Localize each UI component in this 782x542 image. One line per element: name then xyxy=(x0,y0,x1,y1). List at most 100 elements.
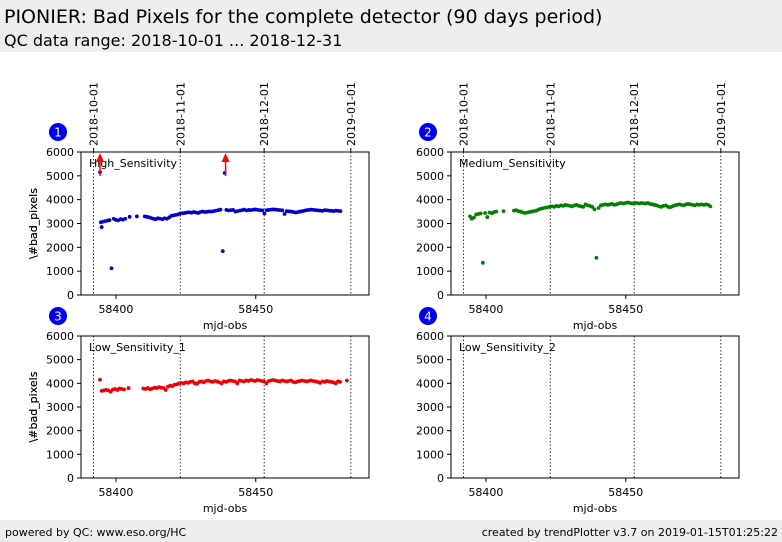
panel-badge xyxy=(419,123,437,141)
y-tick-label: 2000 xyxy=(416,241,444,254)
data-point xyxy=(220,249,225,254)
data-point xyxy=(483,211,488,215)
y-tick-label: 6000 xyxy=(416,146,444,159)
data-point xyxy=(107,218,112,223)
panel-2: 0 1000 2000 3000 4000 5000 6000 58400 58450 2018-… xyxy=(27,82,740,332)
x-tick-label: 58400 xyxy=(468,486,503,499)
data-point xyxy=(472,215,476,220)
outlier-arrowhead xyxy=(96,153,105,162)
panel-badge-number: 4 xyxy=(424,310,432,324)
x-tick-label: 58450 xyxy=(238,303,273,316)
y-tick-label: 2000 xyxy=(46,425,74,438)
x-tick-label: 58450 xyxy=(608,303,643,316)
data-point xyxy=(594,255,599,260)
data-point xyxy=(592,207,597,212)
panel-badge-number: 1 xyxy=(54,126,62,140)
footer-created-by: created by trendPlotter v3.7 on 2019-01-… xyxy=(481,526,778,539)
data-point xyxy=(126,386,131,390)
series-label: Low_Sensitivity_2 xyxy=(459,341,556,354)
data-point xyxy=(99,225,104,229)
y-tick-label: 0 xyxy=(67,472,74,485)
y-tick-label: 2000 xyxy=(416,425,444,438)
footer-bar: powered by QC: www.eso.org/HC created by… xyxy=(0,520,782,542)
data-point xyxy=(260,208,265,213)
y-tick-label: 2000 xyxy=(46,241,74,254)
plot-frame xyxy=(80,335,370,479)
data-point xyxy=(122,387,126,392)
y-tick-label: 5000 xyxy=(46,170,74,183)
data-point xyxy=(501,209,506,214)
data-point xyxy=(480,260,485,265)
y-tick-label: 4000 xyxy=(46,377,74,390)
plot-frame xyxy=(450,151,740,296)
series-label: Medium_Sensitivity xyxy=(459,157,566,170)
data-point xyxy=(590,204,595,209)
panel-badge xyxy=(49,123,67,141)
date-label: 2018-12-01 xyxy=(258,82,271,146)
date-label: 2019-01-01 xyxy=(715,82,728,146)
x-tick-label: 58400 xyxy=(98,486,133,499)
data-point xyxy=(338,209,343,214)
data-point xyxy=(235,381,240,386)
y-tick-label: 0 xyxy=(437,472,444,485)
y-tick-label: 0 xyxy=(437,289,444,302)
data-point xyxy=(262,211,267,216)
panel-3: 0 1000 2000 3000 4000 5000 6000 58400 58450 mjd-o… xyxy=(27,307,370,515)
y-axis-label: \#bad_pixels xyxy=(27,188,40,259)
data-point xyxy=(135,214,139,219)
y-tick-label: 4000 xyxy=(416,377,444,390)
x-axis-label: mjd-obs xyxy=(573,502,618,515)
data-point xyxy=(98,377,102,382)
y-tick-label: 5000 xyxy=(46,354,74,367)
data-point xyxy=(708,204,713,209)
data-point xyxy=(596,206,601,210)
data-point xyxy=(123,216,128,221)
x-tick-label: 58450 xyxy=(608,486,643,499)
y-tick-label: 5000 xyxy=(416,354,444,367)
y-tick-label: 1000 xyxy=(416,265,444,278)
panel-badge xyxy=(49,307,67,325)
data-point xyxy=(485,215,490,219)
y-tick-label: 1000 xyxy=(46,448,74,461)
panel-badge xyxy=(419,307,437,325)
data-point xyxy=(282,212,287,216)
date-label: 2018-11-01 xyxy=(544,82,557,146)
date-label: 2018-10-01 xyxy=(458,82,471,146)
y-tick-label: 1000 xyxy=(46,265,74,278)
date-label: 2018-10-01 xyxy=(88,82,101,146)
data-point xyxy=(109,266,114,271)
date-label: 2018-12-01 xyxy=(628,82,641,146)
x-tick-label: 58400 xyxy=(468,303,503,316)
header-bar: PIONIER: Bad Pixels for the complete det… xyxy=(0,0,782,52)
date-label: 2018-11-01 xyxy=(174,82,187,146)
x-tick-label: 58450 xyxy=(238,486,273,499)
panel-badge-number: 2 xyxy=(424,126,432,140)
y-tick-label: 3000 xyxy=(46,218,74,231)
date-label: 2019-01-01 xyxy=(345,82,358,146)
y-tick-label: 5000 xyxy=(416,170,444,183)
panel-badge-number: 3 xyxy=(54,310,62,324)
y-axis-label: \#bad_pixels xyxy=(27,188,40,259)
page-title: PIONIER: Bad Pixels for the complete det… xyxy=(4,6,603,28)
data-point xyxy=(264,381,269,386)
data-point xyxy=(218,207,223,212)
data-point xyxy=(345,378,349,383)
panel-1: 0 1000 2000 3000 4000 5000 6000 58400 58450 2018-… xyxy=(27,82,370,332)
series-label: Low_Sensitivity_1 xyxy=(89,341,186,354)
data-point xyxy=(280,208,285,213)
data-point xyxy=(581,204,586,209)
x-axis-label: mjd-obs xyxy=(203,502,248,515)
outlier-arrowhead xyxy=(221,153,230,162)
y-tick-label: 3000 xyxy=(46,401,74,414)
y-tick-label: 6000 xyxy=(46,330,74,343)
page-subtitle: QC data range: 2018-10-01 ... 2018-12-31 xyxy=(4,31,343,50)
y-axis-label: \#bad_pixels xyxy=(27,371,40,442)
data-point xyxy=(494,209,499,214)
y-tick-label: 4000 xyxy=(46,194,74,207)
footer-powered-by: powered by QC: www.eso.org/HC xyxy=(5,526,187,539)
plot-frame xyxy=(450,335,740,479)
y-tick-label: 3000 xyxy=(416,218,444,231)
x-axis-label: mjd-obs xyxy=(573,319,618,332)
data-point xyxy=(478,211,483,216)
